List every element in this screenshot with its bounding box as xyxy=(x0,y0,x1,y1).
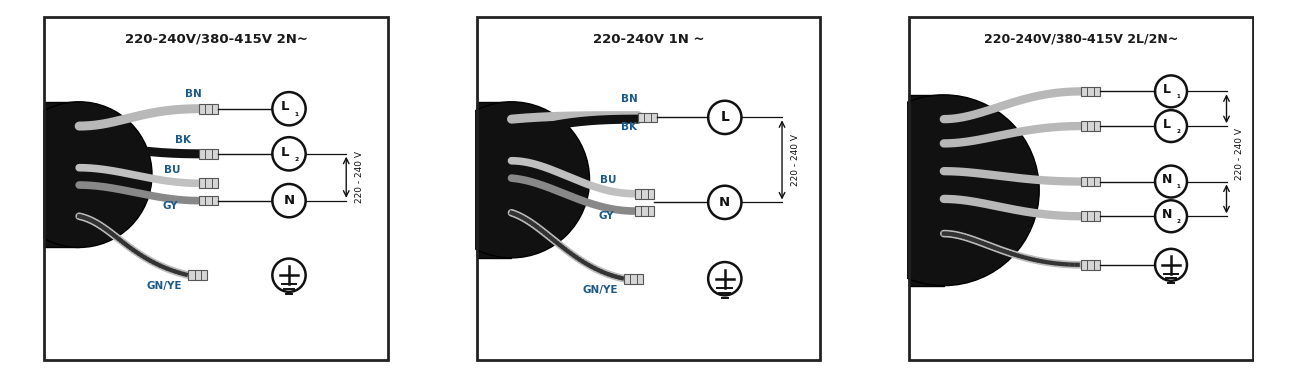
Text: BU: BU xyxy=(165,165,180,175)
Circle shape xyxy=(1156,110,1187,142)
Text: ₂: ₂ xyxy=(294,153,298,163)
Bar xyxy=(1080,260,1100,270)
Text: ₂: ₂ xyxy=(1176,126,1180,135)
Text: GN/YE: GN/YE xyxy=(582,285,619,294)
Text: 220 - 240 V: 220 - 240 V xyxy=(791,134,800,186)
Circle shape xyxy=(1156,249,1187,281)
Text: ₁: ₁ xyxy=(1176,91,1180,100)
Circle shape xyxy=(1156,75,1187,107)
Text: GN/YE: GN/YE xyxy=(147,281,183,291)
Bar xyxy=(638,113,658,122)
Circle shape xyxy=(272,92,306,126)
Text: 220 - 240 V: 220 - 240 V xyxy=(355,151,364,203)
Text: ₂: ₂ xyxy=(1176,216,1180,225)
Circle shape xyxy=(848,95,1039,286)
Bar xyxy=(198,104,218,113)
Bar xyxy=(1080,121,1100,131)
Circle shape xyxy=(433,102,590,258)
Text: N: N xyxy=(1162,208,1172,221)
Bar xyxy=(44,102,79,247)
Text: BK: BK xyxy=(175,135,191,146)
Text: GY: GY xyxy=(162,201,178,211)
Text: BN: BN xyxy=(185,89,202,99)
Circle shape xyxy=(6,102,152,247)
Text: L: L xyxy=(720,110,729,124)
Text: N: N xyxy=(284,194,294,207)
Circle shape xyxy=(272,184,306,217)
Circle shape xyxy=(1156,200,1187,232)
Bar xyxy=(198,196,218,205)
Text: GY: GY xyxy=(598,211,613,221)
Text: 220-240V/380-415V 2L/2N~: 220-240V/380-415V 2L/2N~ xyxy=(983,33,1178,46)
Bar xyxy=(1080,211,1100,221)
Circle shape xyxy=(272,259,306,292)
Bar xyxy=(198,178,218,188)
Bar xyxy=(477,102,511,258)
Text: BN: BN xyxy=(621,94,638,104)
Text: L: L xyxy=(1163,118,1171,131)
Text: BU: BU xyxy=(601,175,616,185)
Text: ₁: ₁ xyxy=(1176,181,1180,190)
Circle shape xyxy=(272,137,306,170)
Text: N: N xyxy=(1162,173,1172,186)
Text: L: L xyxy=(280,101,289,113)
Circle shape xyxy=(708,101,742,134)
Bar xyxy=(634,206,654,216)
Text: ₁: ₁ xyxy=(294,108,298,118)
Bar xyxy=(198,149,218,159)
Circle shape xyxy=(708,186,742,219)
Text: N: N xyxy=(720,196,730,209)
Text: L: L xyxy=(1163,83,1171,96)
Text: 220-240V 1N ~: 220-240V 1N ~ xyxy=(593,33,704,46)
Bar xyxy=(1080,87,1100,96)
Circle shape xyxy=(1156,166,1187,198)
Text: 220-240V/380-415V 2N~: 220-240V/380-415V 2N~ xyxy=(125,33,307,46)
Text: 220 - 240 V: 220 - 240 V xyxy=(1235,128,1244,180)
Text: L: L xyxy=(280,146,289,159)
Bar xyxy=(634,189,654,199)
Circle shape xyxy=(708,262,742,295)
Bar xyxy=(909,95,944,286)
Bar xyxy=(624,274,643,284)
Text: BK: BK xyxy=(621,121,637,132)
Bar xyxy=(1080,177,1100,186)
Bar xyxy=(188,270,208,280)
